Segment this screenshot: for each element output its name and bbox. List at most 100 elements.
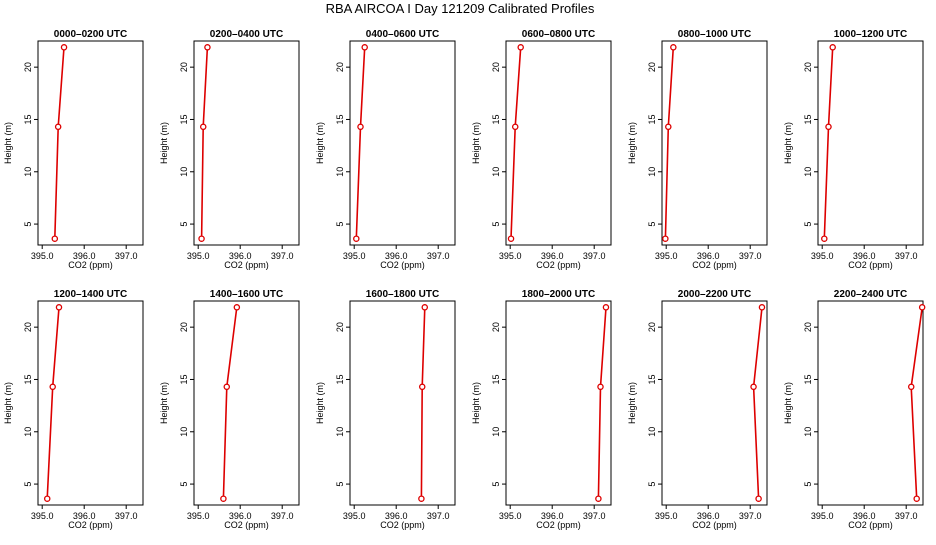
- x-tick-label: 396.0: [385, 251, 408, 261]
- y-tick-label: 10: [803, 427, 813, 437]
- profile-point: [597, 383, 604, 391]
- panel-11: 2000–2200 UTC 395.0 396.0 397.0 5 10 15 20 CO2 (…: [627, 289, 768, 530]
- profile-line: [200, 47, 209, 239]
- x-axis-label: CO2 (ppm): [536, 260, 581, 270]
- y-tick-label: 20: [179, 322, 189, 332]
- y-tick-label: 5: [23, 222, 33, 227]
- y-tick-label: 20: [23, 322, 33, 332]
- x-axis-label: CO2 (ppm): [380, 520, 425, 530]
- profile-point: [418, 495, 425, 502]
- profile-point: [913, 495, 920, 502]
- profile-line: [823, 47, 834, 239]
- y-tick-label: 5: [647, 222, 657, 227]
- profile-point: [829, 44, 836, 51]
- profile-point: [517, 44, 524, 51]
- x-axis-label: CO2 (ppm): [536, 520, 581, 530]
- profile-line: [752, 307, 763, 499]
- y-tick-label: 5: [335, 222, 345, 227]
- panel-title: 0200–0400 UTC: [210, 29, 283, 40]
- y-tick-label: 10: [179, 167, 189, 177]
- y-tick-label: 10: [491, 427, 501, 437]
- y-axis-label: Height (m): [471, 122, 481, 164]
- y-axis-label: Height (m): [471, 382, 481, 424]
- y-tick-label: 10: [23, 167, 33, 177]
- panel-title: 1200–1400 UTC: [54, 289, 127, 300]
- profile-point: [220, 495, 227, 502]
- profile-point: [665, 123, 672, 131]
- profile-point: [755, 495, 762, 502]
- x-tick-label: 396.0: [229, 251, 252, 261]
- plot-frame: [817, 40, 924, 246]
- profile-line: [664, 47, 675, 239]
- y-tick-label: 10: [335, 427, 345, 437]
- x-tick-label: 397.0: [739, 251, 762, 261]
- y-tick-label: 10: [803, 167, 813, 177]
- profile-line: [46, 307, 60, 499]
- panel-title: 0600–0800 UTC: [522, 29, 595, 40]
- panel-title: 0000–0200 UTC: [54, 29, 127, 40]
- y-tick-label: 20: [803, 62, 813, 72]
- y-tick-label: 15: [647, 114, 657, 124]
- plot-frame: [505, 300, 612, 506]
- y-tick-label: 10: [23, 427, 33, 437]
- panel-title: 1400–1600 UTC: [210, 289, 283, 300]
- x-tick-label: 397.0: [115, 511, 138, 521]
- x-tick-label: 395.0: [343, 251, 366, 261]
- y-tick-label: 15: [23, 374, 33, 384]
- x-tick-label: 395.0: [187, 251, 210, 261]
- x-tick-label: 396.0: [697, 511, 720, 521]
- profile-line: [910, 307, 923, 499]
- profile-point: [233, 304, 241, 311]
- x-tick-label: 396.0: [853, 511, 876, 521]
- panel-title: 0800–1000 UTC: [678, 29, 751, 40]
- x-tick-label: 396.0: [697, 251, 720, 261]
- x-tick-label: 396.0: [73, 511, 96, 521]
- x-tick-label: 397.0: [895, 251, 918, 261]
- figure-title: RBA AIRCOA I Day 121209 Calibrated Profi…: [326, 1, 595, 16]
- panel-2: 0200–0400 UTC 395.0 396.0 397.0 5 10 15 20 CO2 (…: [159, 29, 300, 270]
- profile-point: [54, 123, 62, 131]
- y-tick-label: 10: [647, 167, 657, 177]
- x-tick-label: 396.0: [541, 251, 564, 261]
- y-tick-label: 20: [335, 62, 345, 72]
- y-tick-label: 10: [335, 167, 345, 177]
- y-axis-label: Height (m): [159, 382, 169, 424]
- y-tick-label: 10: [179, 427, 189, 437]
- panel-10: 1800–2000 UTC 395.0 396.0 397.0 5 10 15 20 CO2 (…: [471, 289, 612, 530]
- y-axis-label: Height (m): [3, 122, 13, 164]
- x-tick-label: 397.0: [427, 511, 450, 521]
- x-tick-label: 396.0: [229, 511, 252, 521]
- profile-point: [670, 44, 677, 51]
- y-axis-label: Height (m): [159, 122, 169, 164]
- y-axis-label: Height (m): [315, 122, 325, 164]
- x-tick-label: 397.0: [271, 251, 294, 261]
- profile-point: [595, 495, 602, 502]
- x-axis-label: CO2 (ppm): [692, 260, 737, 270]
- panel-9: 1600–1800 UTC 395.0 396.0 397.0 5 10 15 20 CO2 (…: [315, 289, 456, 530]
- x-axis-label: CO2 (ppm): [224, 260, 269, 270]
- y-tick-label: 20: [803, 322, 813, 332]
- x-axis-label: CO2 (ppm): [692, 520, 737, 530]
- profile-point: [750, 383, 757, 391]
- y-tick-label: 15: [491, 114, 501, 124]
- x-tick-label: 395.0: [499, 511, 522, 521]
- y-tick-label: 5: [491, 222, 501, 227]
- y-tick-label: 20: [335, 322, 345, 332]
- y-axis-label: Height (m): [783, 122, 793, 164]
- profile-point: [758, 304, 766, 311]
- profile-line: [222, 307, 238, 499]
- panel-title: 2200–2400 UTC: [834, 289, 907, 300]
- plot-frame: [349, 40, 456, 246]
- y-tick-label: 5: [491, 482, 501, 487]
- x-tick-label: 395.0: [811, 511, 834, 521]
- profile-point: [507, 235, 515, 242]
- profile-line: [355, 47, 366, 239]
- y-axis-label: Height (m): [315, 382, 325, 424]
- y-tick-label: 20: [647, 62, 657, 72]
- panel-title: 2000–2200 UTC: [678, 289, 751, 300]
- profile-point: [825, 123, 832, 131]
- x-tick-label: 396.0: [853, 251, 876, 261]
- x-tick-label: 397.0: [583, 251, 606, 261]
- profile-point: [199, 123, 207, 131]
- profile-line: [510, 47, 522, 239]
